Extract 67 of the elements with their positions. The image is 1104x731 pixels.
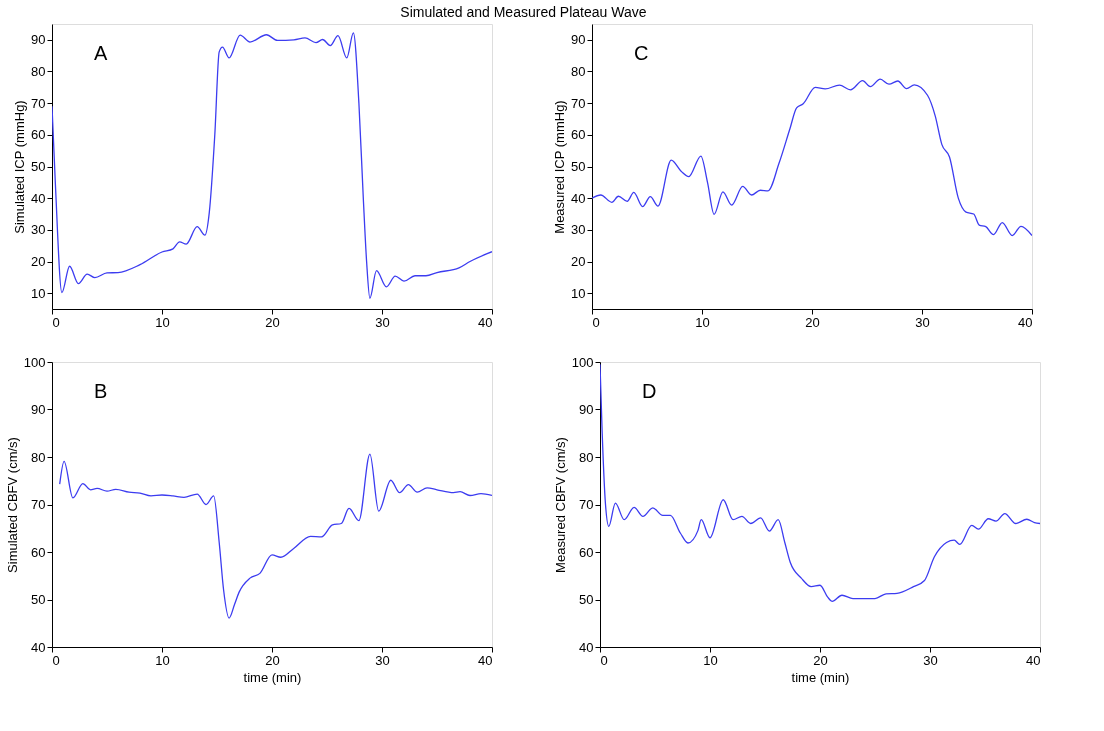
y-tick-label: 70 [31,497,46,512]
y-tick-label: 90 [579,402,594,417]
annotation: C [634,42,649,64]
y-tick-label: 80 [31,449,46,465]
x-axis-title: time (min) [243,669,302,685]
y-tick-label: 30 [571,222,586,238]
y-tick-label: 70 [31,95,46,111]
y-tick-label: 90 [31,32,46,48]
y-tick-label: 80 [31,64,46,79]
x-tick-label: 0 [600,652,608,668]
x-tick-label: 30 [923,652,938,668]
y-tick-label: 90 [31,402,46,417]
x-tick-label: 30 [375,314,390,330]
y-tick-label: 40 [571,190,586,206]
line-series [59,453,492,619]
x-tick-label: 10 [155,314,170,330]
x-tick-label: 0 [52,652,60,668]
annotation: B [94,380,108,402]
y-tick-label: 100 [23,354,46,370]
line-series [600,363,1040,603]
y-tick-label: 40 [31,639,46,655]
x-tick-label: 10 [695,314,710,330]
y-tick-label: 60 [571,127,586,143]
x-tick-label: 40 [1026,652,1041,668]
y-tick-label: 80 [579,449,594,465]
x-tick-label: 40 [1018,314,1033,330]
x-tick-label: 20 [805,314,820,330]
y-tick-label: 30 [31,222,46,238]
y-tick-label: 10 [571,285,586,301]
x-axis-title: time (min) [791,669,850,685]
x-tick-label: 10 [155,652,170,668]
y-tick-label: 60 [31,544,46,560]
y-tick-label: 70 [571,95,586,111]
x-tick-label: 20 [265,314,280,330]
annotation: A [94,42,108,64]
y-tick-label: 60 [31,127,46,143]
y-tick-label: 50 [579,592,594,607]
y-axis-title: Simulated ICP (mmHg) [12,100,28,234]
x-tick-label: 40 [478,314,493,330]
x-tick-label: 40 [478,652,493,668]
x-tick-label: 10 [703,652,718,668]
y-tick-label: 90 [571,32,586,48]
y-tick-label: 100 [571,354,594,370]
y-tick-label: 50 [571,159,586,174]
y-axis-title: Measured ICP (mmHg) [552,100,568,234]
x-tick-label: 0 [592,314,600,330]
x-tick-label: 30 [375,652,390,668]
y-tick-label: 80 [571,64,586,79]
line-series [52,32,492,299]
y-tick-label: 70 [579,497,594,512]
y-axis-title: Measured CBFV (cm/s) [552,437,568,573]
y-tick-label: 40 [31,190,46,206]
annotation: D [642,380,657,402]
line-series [592,78,1032,237]
y-tick-label: 60 [579,544,594,560]
y-tick-label: 20 [571,254,586,269]
y-tick-label: 50 [31,159,46,174]
x-tick-label: 0 [52,314,60,330]
y-tick-label: 10 [31,285,46,301]
y-tick-label: 50 [31,592,46,607]
y-tick-label: 40 [579,639,594,655]
x-tick-label: 20 [813,652,828,668]
y-axis-title: Simulated CBFV (cm/s) [4,437,20,573]
text: Simulated and Measured Plateau Wave [400,3,647,20]
x-tick-label: 20 [265,652,280,668]
x-tick-label: 30 [915,314,930,330]
y-tick-label: 20 [31,254,46,269]
